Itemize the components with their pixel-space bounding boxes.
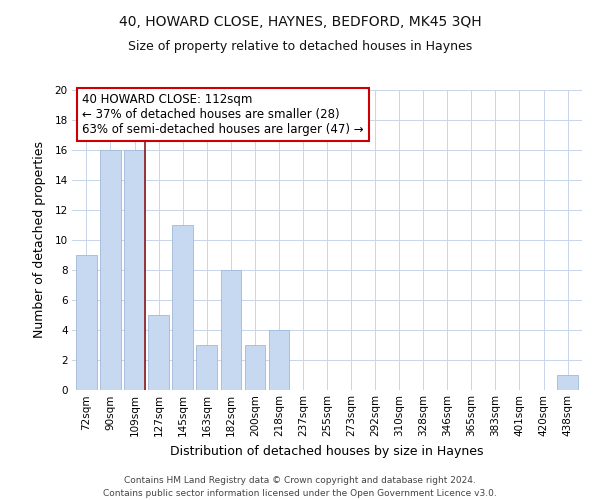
Bar: [172, 225, 193, 390]
Bar: [76, 255, 97, 390]
Bar: [557, 375, 578, 390]
Text: Size of property relative to detached houses in Haynes: Size of property relative to detached ho…: [128, 40, 472, 53]
Bar: [221, 270, 241, 390]
Bar: [124, 150, 145, 390]
X-axis label: Distribution of detached houses by size in Haynes: Distribution of detached houses by size …: [170, 444, 484, 458]
Bar: [148, 315, 169, 390]
Text: 40 HOWARD CLOSE: 112sqm
← 37% of detached houses are smaller (28)
63% of semi-de: 40 HOWARD CLOSE: 112sqm ← 37% of detache…: [82, 93, 364, 136]
Y-axis label: Number of detached properties: Number of detached properties: [33, 142, 46, 338]
Bar: [196, 345, 217, 390]
Bar: [269, 330, 289, 390]
Text: 40, HOWARD CLOSE, HAYNES, BEDFORD, MK45 3QH: 40, HOWARD CLOSE, HAYNES, BEDFORD, MK45 …: [119, 15, 481, 29]
Bar: [245, 345, 265, 390]
Text: Contains HM Land Registry data © Crown copyright and database right 2024.
Contai: Contains HM Land Registry data © Crown c…: [103, 476, 497, 498]
Bar: [100, 150, 121, 390]
